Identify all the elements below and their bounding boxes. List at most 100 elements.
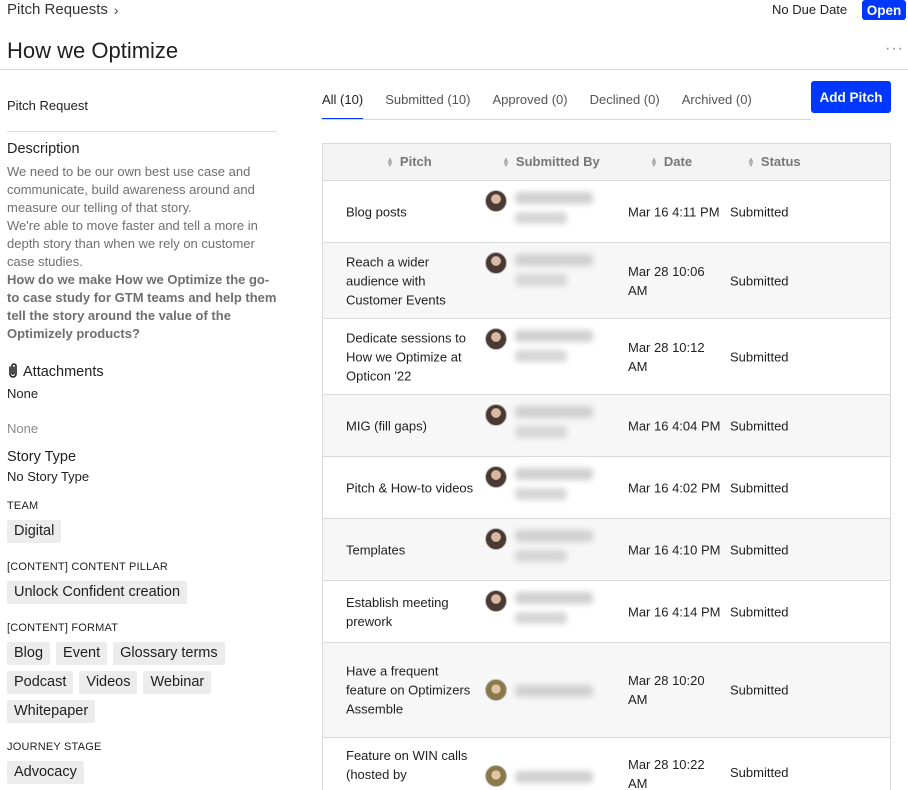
column-header-status[interactable]: ▲ ▼ Status (747, 154, 801, 169)
redacted-name (515, 530, 593, 542)
submitted-by-cell (485, 404, 593, 438)
pitch-table: ▲ ▼ Pitch ▲ ▼ Submitted By ▲ ▼ Date ▲ ▼ Stat… (322, 143, 891, 790)
journey-stage-tags: Advocacy (7, 761, 277, 784)
team-tags: Digital (7, 520, 277, 543)
tag[interactable]: Unlock Confident creation (7, 581, 188, 604)
avatar (485, 252, 507, 274)
avatar (485, 466, 507, 488)
sort-icon: ▲ ▼ (502, 154, 510, 169)
avatar (485, 190, 507, 212)
chevron-right-icon: › (113, 1, 119, 18)
status-cell: Submitted (730, 204, 789, 219)
due-date-label[interactable]: No Due Date (772, 2, 848, 17)
pitch-cell[interactable]: Templates (346, 542, 406, 557)
pitch-tabs: All (10) Submitted (10) Approved (0) Dec… (322, 92, 774, 120)
date-cell: Mar 16 4:02 PM (628, 480, 721, 495)
submitted-by-cell (485, 252, 593, 286)
story-type-value[interactable]: No Story Type (7, 469, 90, 484)
tag[interactable]: Advocacy (7, 761, 84, 784)
description-title: Description (7, 141, 80, 157)
redacted-name (515, 350, 567, 362)
pitch-request-label: Pitch Request (7, 98, 88, 113)
pitch-cell[interactable]: Feature on WIN calls (hosted by (346, 748, 468, 782)
column-label: Status (760, 154, 801, 169)
breadcrumb-link[interactable]: Pitch Requests (7, 1, 108, 18)
submitted-by-cell (485, 590, 593, 624)
tabs-divider (322, 119, 811, 120)
redacted-name (515, 612, 567, 624)
content-pillar-label: [CONTENT] CONTENT PILLAR (7, 561, 169, 573)
tag[interactable]: Podcast (7, 671, 74, 694)
tag[interactable]: Webinar (143, 671, 212, 694)
status-cell: Submitted (730, 682, 789, 698)
pitch-cell[interactable]: Pitch & How-to videos (346, 480, 474, 495)
table-row[interactable]: Have a frequent feature on Optimizers As… (323, 643, 890, 738)
column-header-date[interactable]: ▲ ▼ Date (650, 154, 692, 169)
table-row[interactable]: Blog posts Mar 16 4:11 PM Submitted (323, 181, 890, 243)
status-open-button[interactable]: Open (862, 0, 906, 20)
none-value: None (7, 421, 39, 436)
date-cell: Mar 16 4:04 PM (628, 418, 721, 433)
table-row[interactable]: MIG (fill gaps) Mar 16 4:04 PM Submitted (323, 395, 890, 457)
tab-archived[interactable]: Archived (0) (681, 92, 752, 107)
submitted-by-cell (485, 528, 593, 562)
sort-icon: ▲ ▼ (747, 154, 755, 169)
attachments-label: Attachments (23, 364, 104, 380)
description-bold: How do we make How we Optimize the go-to… (7, 272, 277, 341)
date-cell: Mar 28 10:12 AM (628, 339, 705, 374)
attachments-title: Attachments (7, 363, 104, 381)
tag[interactable]: Digital (7, 520, 62, 543)
table-row[interactable]: Templates Mar 16 4:10 PM Submitted (323, 519, 890, 581)
submitted-by-cell (485, 190, 593, 224)
pitch-cell[interactable]: Reach a wider audience with Customer Eve… (346, 254, 446, 307)
pitch-cell[interactable]: Have a frequent feature on Optimizers As… (346, 663, 471, 717)
redacted-name (515, 212, 567, 224)
tab-all[interactable]: All (10) (322, 92, 364, 120)
table-row[interactable]: Pitch & How-to videos Mar 16 4:02 PM Sub… (323, 457, 890, 519)
avatar (485, 679, 507, 701)
sort-icon: ▲ ▼ (386, 154, 394, 169)
status-cell: Submitted (730, 542, 789, 557)
status-cell: Submitted (730, 604, 789, 619)
tab-declined[interactable]: Declined (0) (589, 92, 660, 107)
pitch-cell[interactable]: MIG (fill gaps) (346, 418, 427, 433)
status-cell: Submitted (730, 273, 789, 288)
date-cell: Mar 28 10:20 AM (628, 673, 705, 707)
details-divider (7, 131, 277, 132)
redacted-name (515, 192, 593, 204)
tag[interactable]: Videos (79, 671, 138, 694)
tag[interactable]: Glossary terms (113, 642, 225, 665)
story-type-title: Story Type (7, 449, 77, 465)
submitted-by-cell (485, 466, 593, 500)
submitted-by-cell (485, 328, 593, 362)
breadcrumb[interactable]: Pitch Requests › (7, 1, 119, 18)
table-row[interactable]: Dedicate sessions to How we Optimize at … (323, 319, 890, 395)
tab-submitted[interactable]: Submitted (10) (385, 92, 471, 107)
redacted-name (515, 330, 593, 342)
add-pitch-button[interactable]: Add Pitch (811, 81, 891, 113)
avatar (485, 404, 507, 426)
pitch-cell[interactable]: Establish meeting prework (346, 594, 449, 629)
more-options-icon[interactable]: ··· (885, 40, 904, 57)
column-label: Date (663, 154, 693, 169)
table-row[interactable]: Feature on WIN calls (hosted by Mar 28 1… (323, 738, 890, 790)
column-label: Submitted By (515, 154, 600, 169)
column-header-submitted-by[interactable]: ▲ ▼ Submitted By (502, 154, 600, 169)
journey-stage-label: JOURNEY STAGE (7, 741, 102, 753)
tab-approved[interactable]: Approved (0) (492, 92, 568, 107)
redacted-name (515, 254, 593, 266)
table-row[interactable]: Reach a wider audience with Customer Eve… (323, 243, 890, 319)
content-pillar-tags: Unlock Confident creation (7, 581, 277, 604)
description-line-2: We're able to move faster and tell a mor… (7, 218, 258, 269)
tag[interactable]: Whitepaper (7, 700, 96, 723)
table-row[interactable]: Establish meeting prework Mar 16 4:14 PM… (323, 581, 890, 643)
avatar (485, 528, 507, 550)
column-header-pitch[interactable]: ▲ ▼ Pitch (386, 154, 432, 169)
pitch-cell[interactable]: Blog posts (346, 204, 407, 219)
pitch-cell[interactable]: Dedicate sessions to How we Optimize at … (346, 330, 466, 383)
redacted-name (515, 488, 567, 500)
tag[interactable]: Blog (7, 642, 51, 665)
redacted-name (515, 426, 567, 438)
redacted-name (515, 685, 593, 697)
tag[interactable]: Event (56, 642, 108, 665)
